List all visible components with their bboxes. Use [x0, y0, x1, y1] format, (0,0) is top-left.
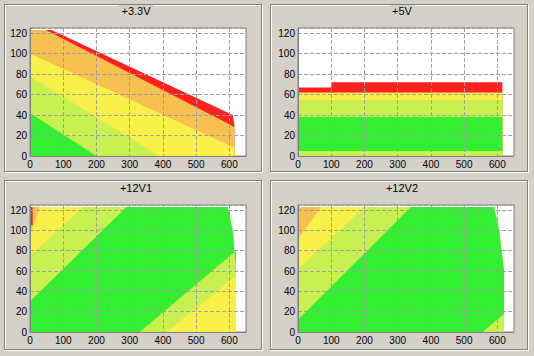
svg-text:300: 300 — [389, 335, 406, 346]
svg-text:+12V2: +12V2 — [386, 182, 418, 194]
svg-text:80: 80 — [284, 245, 296, 256]
svg-text:600: 600 — [489, 159, 506, 170]
svg-text:120: 120 — [10, 28, 27, 39]
svg-text:0: 0 — [27, 159, 33, 170]
svg-text:20: 20 — [16, 130, 28, 141]
svg-text:80: 80 — [16, 69, 28, 80]
svg-text:500: 500 — [456, 159, 473, 170]
svg-text:400: 400 — [155, 159, 172, 170]
svg-text:200: 200 — [88, 335, 105, 346]
svg-text:100: 100 — [10, 225, 27, 236]
svg-text:0: 0 — [295, 335, 301, 346]
svg-text:300: 300 — [389, 159, 406, 170]
svg-text:200: 200 — [356, 159, 373, 170]
svg-text:100: 100 — [55, 335, 72, 346]
svg-text:400: 400 — [155, 335, 172, 346]
svg-text:100: 100 — [55, 159, 72, 170]
svg-text:500: 500 — [456, 335, 473, 346]
svg-text:100: 100 — [323, 159, 340, 170]
svg-text:100: 100 — [10, 48, 27, 59]
svg-text:20: 20 — [284, 306, 296, 317]
svg-text:+5V: +5V — [392, 5, 413, 17]
svg-text:0: 0 — [21, 150, 27, 162]
svg-text:0: 0 — [21, 326, 27, 338]
svg-text:20: 20 — [284, 130, 296, 141]
svg-text:500: 500 — [188, 159, 205, 170]
svg-text:60: 60 — [284, 266, 296, 277]
svg-text:600: 600 — [221, 159, 238, 170]
svg-text:+12V1: +12V1 — [120, 182, 152, 194]
svg-text:0: 0 — [289, 326, 295, 338]
svg-text:400: 400 — [423, 159, 440, 170]
svg-text:40: 40 — [16, 286, 28, 297]
svg-text:120: 120 — [10, 205, 27, 216]
svg-text:300: 300 — [121, 335, 138, 346]
svg-text:40: 40 — [284, 286, 296, 297]
svg-text:60: 60 — [16, 266, 28, 277]
svg-text:40: 40 — [284, 110, 296, 121]
svg-text:300: 300 — [121, 159, 138, 170]
svg-text:40: 40 — [16, 110, 28, 121]
svg-text:200: 200 — [88, 159, 105, 170]
svg-text:0: 0 — [295, 159, 301, 170]
svg-text:500: 500 — [188, 335, 205, 346]
svg-text:60: 60 — [284, 89, 296, 100]
svg-text:0: 0 — [289, 150, 295, 162]
svg-text:120: 120 — [278, 28, 295, 39]
svg-text:120: 120 — [278, 205, 295, 216]
svg-text:200: 200 — [356, 335, 373, 346]
svg-text:400: 400 — [423, 335, 440, 346]
svg-text:80: 80 — [284, 69, 296, 80]
svg-text:100: 100 — [278, 225, 295, 236]
svg-text:0: 0 — [27, 335, 33, 346]
svg-text:600: 600 — [221, 335, 238, 346]
svg-text:+3.3V: +3.3V — [121, 5, 151, 17]
svg-text:100: 100 — [278, 48, 295, 59]
svg-text:100: 100 — [323, 335, 340, 346]
svg-text:600: 600 — [489, 335, 506, 346]
svg-text:80: 80 — [16, 245, 28, 256]
svg-text:20: 20 — [16, 306, 28, 317]
svg-text:60: 60 — [16, 89, 28, 100]
